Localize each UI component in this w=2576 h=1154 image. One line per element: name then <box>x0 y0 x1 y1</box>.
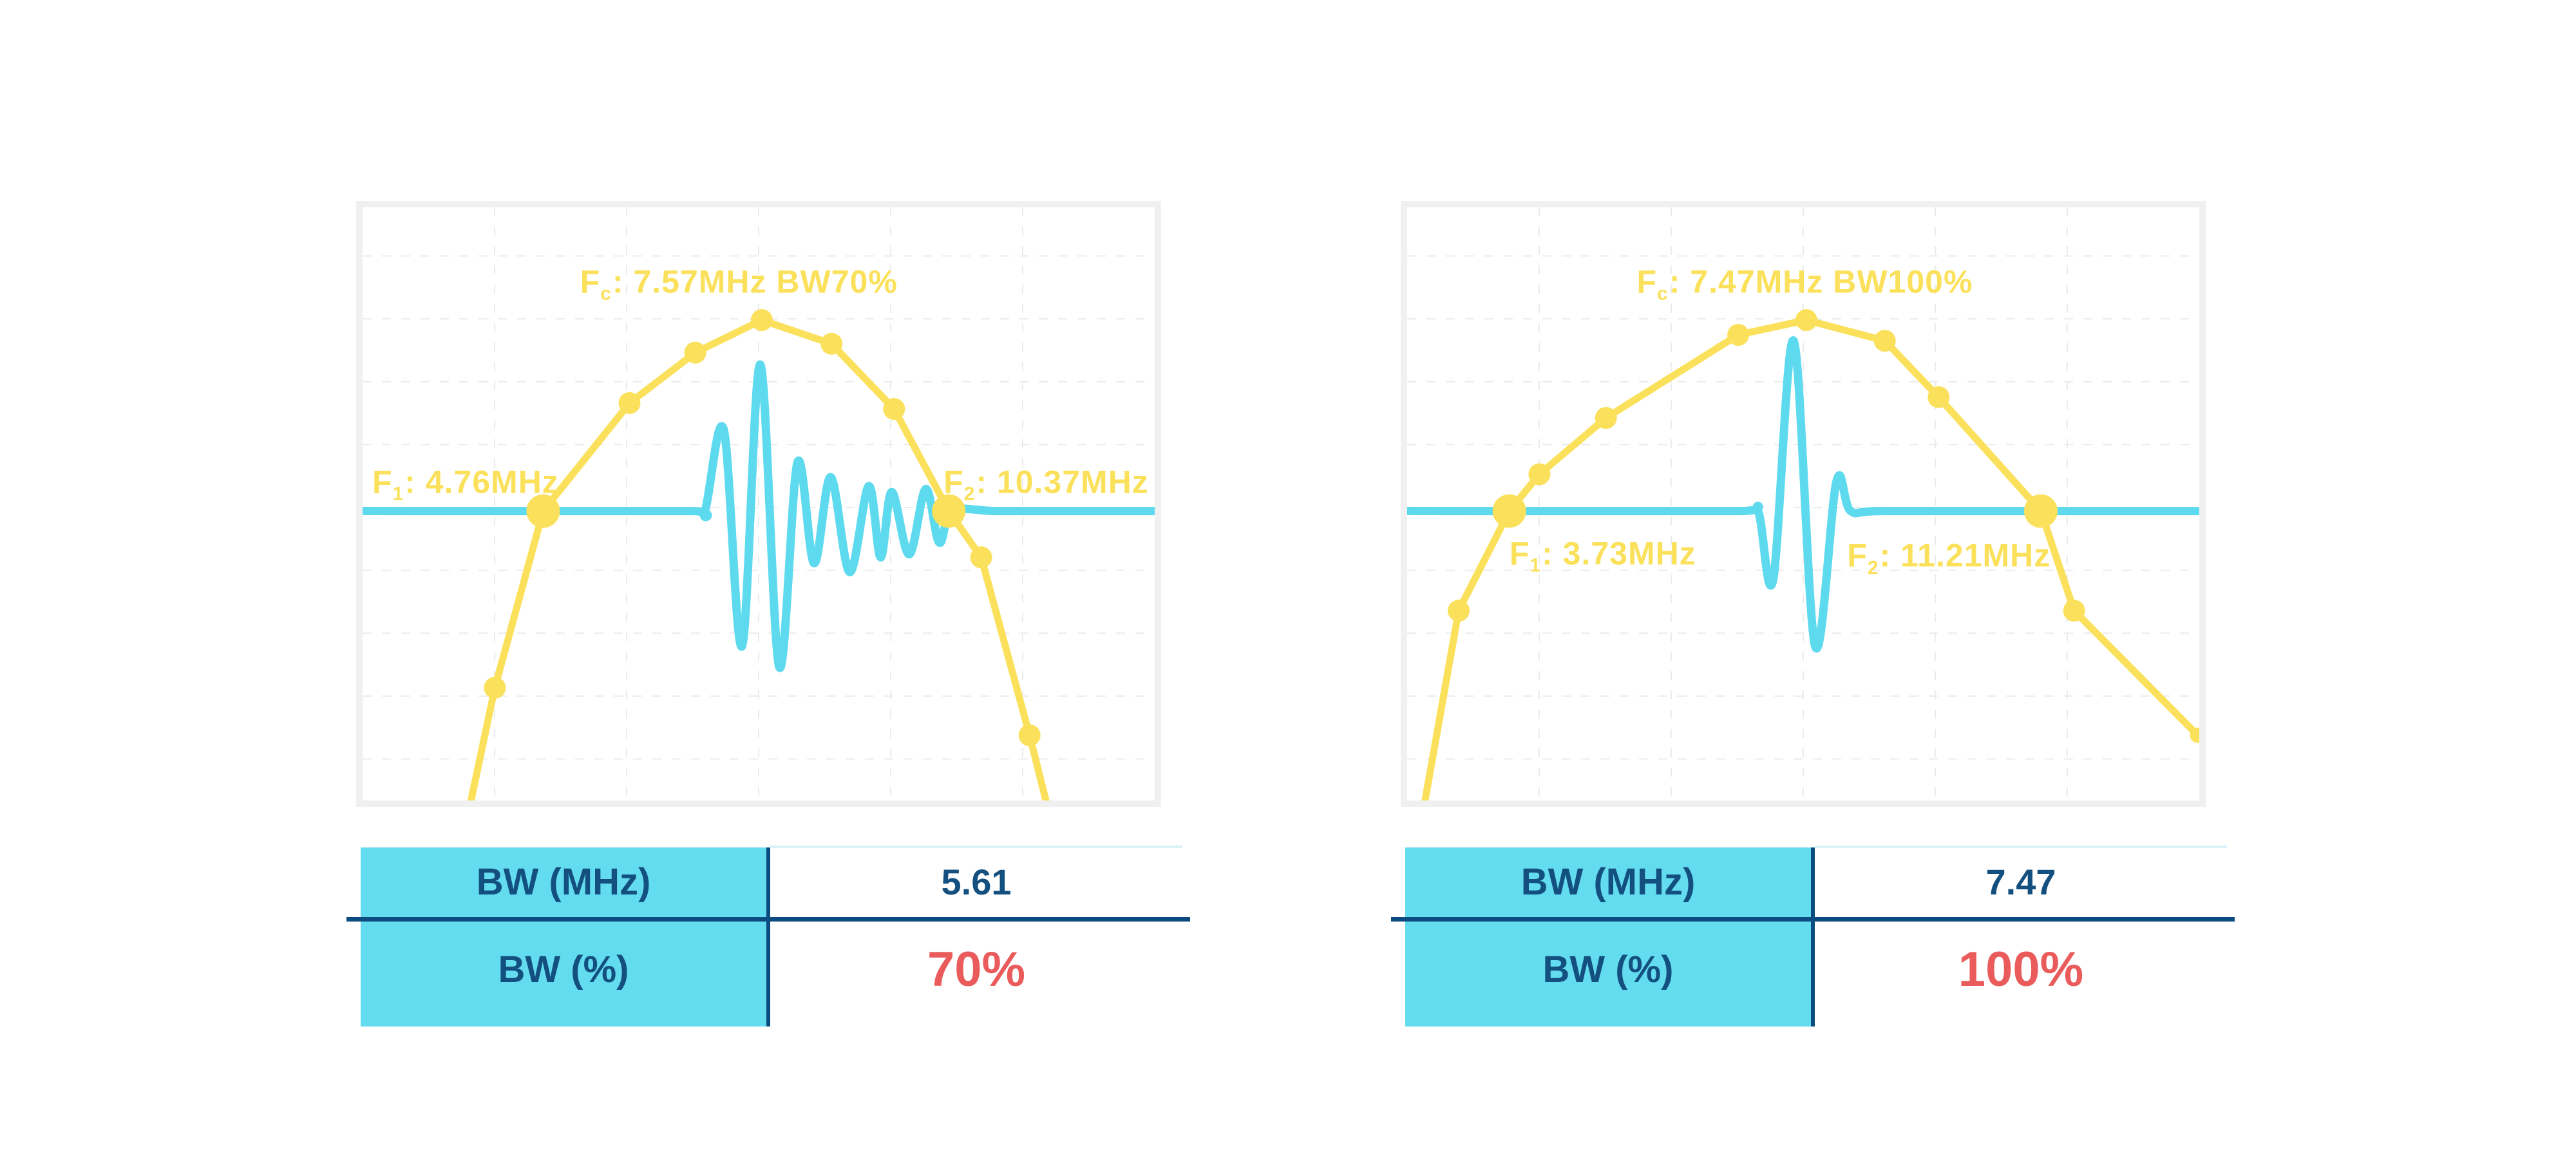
bw-pct-label: BW (%) <box>498 949 629 990</box>
f1-symbol: F <box>1509 534 1530 571</box>
spectrum-pulse-plot-100pct <box>1407 207 2199 800</box>
fc-subscript: c <box>1657 283 1668 305</box>
f2-annotation: F2: 10.37MHz <box>943 466 1149 504</box>
bw-pct-value: 100% <box>1958 942 2084 997</box>
center-frequency-annotation: Fc: 7.47MHz BW100% <box>1636 265 1973 303</box>
f2-symbol: F <box>943 464 964 500</box>
fc-value-text: : 7.57MHz BW70% <box>612 263 898 300</box>
bw-mhz-value: 7.47 <box>1985 862 2056 902</box>
f2-subscript: 2 <box>963 483 975 505</box>
table-column-divider <box>766 847 770 1026</box>
f1-annotation: F1: 3.73MHz <box>1510 537 1696 575</box>
f1-value-text: : 3.73MHz <box>1542 534 1696 571</box>
f1-symbol: F <box>372 464 393 500</box>
f1-subscript: 1 <box>1530 554 1541 576</box>
fc-symbol: F <box>1636 263 1658 300</box>
bw-mhz-label: BW (MHz) <box>1520 861 1696 903</box>
f2-symbol: F <box>1847 537 1868 574</box>
bw-pct-value: 70% <box>927 942 1026 997</box>
table-column-divider <box>1811 847 1815 1026</box>
bandwidth-table-70pct: BW (MHz) 5.61 BW (%) 70% <box>346 844 1190 1032</box>
center-frequency-annotation: Fc: 7.57MHz BW70% <box>580 265 898 303</box>
bw-mhz-value: 5.61 <box>941 862 1012 902</box>
fc-value-text: : 7.47MHz BW100% <box>1669 263 1973 300</box>
f2-value-text: : 10.37MHz <box>976 464 1149 500</box>
table-header-background <box>361 847 766 1026</box>
table-header-background <box>1405 847 1811 1026</box>
bandwidth-chart-70pct: Fc: 7.57MHz BW70% F1: 4.76MHz F2: 10.37M… <box>356 201 1161 807</box>
f2-annotation: F2: 11.21MHz <box>1847 540 2050 578</box>
fc-subscript: c <box>600 283 611 305</box>
spectrum-pulse-plot-70pct <box>363 207 1155 800</box>
bandwidth-chart-100pct: Fc: 7.47MHz BW100% F1: 3.73MHz F2: 11.21… <box>1401 201 2206 807</box>
f1-value-text: : 4.76MHz <box>404 464 559 500</box>
f1-annotation: F1: 4.76MHz <box>372 466 559 504</box>
bw-mhz-label: BW (MHz) <box>476 861 651 903</box>
table-top-border <box>1815 846 2227 848</box>
fc-symbol: F <box>580 263 601 300</box>
f2-value-text: : 11.21MHz <box>1879 537 2051 574</box>
bandwidth-table-100pct: BW (MHz) 7.47 BW (%) 100% <box>1391 844 2235 1032</box>
table-top-border <box>770 846 1182 848</box>
f1-subscript: 1 <box>392 483 404 505</box>
f2-subscript: 2 <box>1867 556 1879 578</box>
bw-pct-label: BW (%) <box>1542 949 1674 990</box>
